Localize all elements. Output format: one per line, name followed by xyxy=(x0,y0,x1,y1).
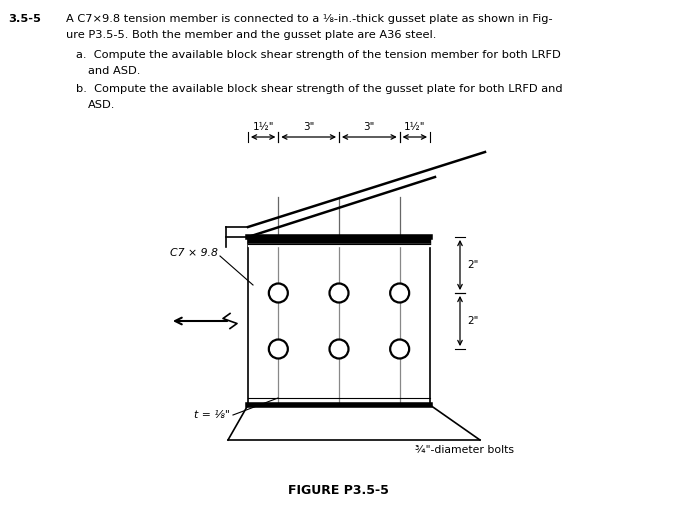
Circle shape xyxy=(390,339,409,359)
Text: FIGURE P3.5-5: FIGURE P3.5-5 xyxy=(287,483,389,496)
Text: ure P3.5-5. Both the member and the gusset plate are A36 steel.: ure P3.5-5. Both the member and the guss… xyxy=(66,30,437,40)
Circle shape xyxy=(390,283,409,302)
Bar xyxy=(248,237,430,405)
Text: A C7×9.8 tension member is connected to a ⅛-in.-thick gusset plate as shown in F: A C7×9.8 tension member is connected to … xyxy=(66,14,552,24)
Text: a.  Compute the available block shear strength of the tension member for both LR: a. Compute the available block shear str… xyxy=(76,50,561,60)
Text: 3": 3" xyxy=(364,122,375,132)
Text: C7 × 9.8: C7 × 9.8 xyxy=(170,248,218,258)
Text: and ASD.: and ASD. xyxy=(88,66,141,76)
Text: ASD.: ASD. xyxy=(88,100,116,110)
Circle shape xyxy=(329,283,349,302)
Circle shape xyxy=(269,339,288,359)
Text: 2": 2" xyxy=(467,260,479,270)
Circle shape xyxy=(269,283,288,302)
Text: 3": 3" xyxy=(303,122,314,132)
Text: t = ⅛": t = ⅛" xyxy=(194,410,230,420)
Text: 3.5-5: 3.5-5 xyxy=(8,14,41,24)
Text: 1½": 1½" xyxy=(404,122,426,132)
Circle shape xyxy=(329,339,349,359)
Text: 2": 2" xyxy=(467,316,479,326)
Text: b.  Compute the available block shear strength of the gusset plate for both LRFD: b. Compute the available block shear str… xyxy=(76,84,562,94)
Text: ¾"-diameter bolts: ¾"-diameter bolts xyxy=(415,445,514,455)
Text: 1½": 1½" xyxy=(252,122,274,132)
